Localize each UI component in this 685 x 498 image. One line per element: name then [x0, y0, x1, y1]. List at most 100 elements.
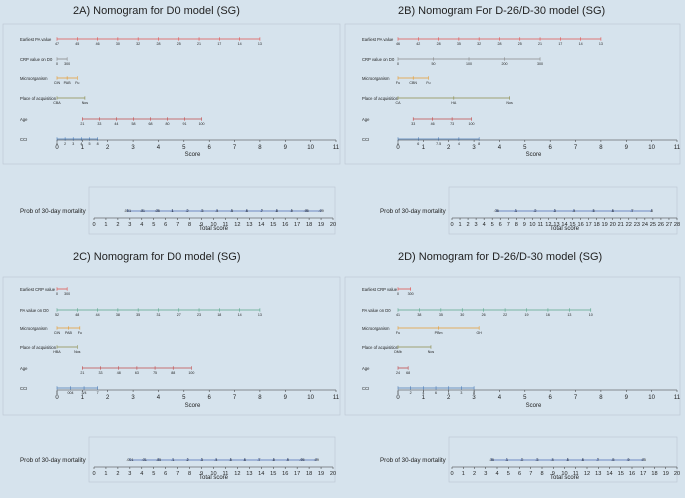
predictor-tick-label: CBN: [409, 81, 417, 85]
probability-tick-label: .6: [243, 458, 246, 462]
probability-tick-label: .1: [171, 458, 174, 462]
probability-label: Prob of 30-day mortality: [380, 208, 447, 215]
score-axis-tick-label: 2: [106, 395, 110, 401]
score-axis-tick-label: 10: [648, 145, 655, 151]
total-axis-tick-label: 16: [282, 222, 288, 228]
total-axis-tick-label: 25: [650, 222, 656, 228]
predictor-tick-label: 300: [408, 292, 414, 296]
total-axis-tick-label: 21: [618, 222, 624, 228]
probability-tick-label: .6: [245, 209, 248, 213]
score-axis-tick-label: 3: [131, 395, 135, 401]
score-axis-tick-label: 0: [55, 145, 59, 151]
score-axis-tick-label: 1: [422, 145, 426, 151]
total-axis-tick-label: 3: [475, 222, 478, 228]
score-axis-tick-label: 4: [157, 145, 161, 151]
predictor-tick-label: 47: [55, 42, 59, 46]
predictor-tick-label: 30: [116, 42, 120, 46]
score-axis-tick-label: 10: [307, 145, 314, 151]
total-axis-tick-label: 26: [658, 222, 664, 228]
total-axis-tick-label: 10: [529, 222, 535, 228]
score-axis-tick-label: 1: [81, 145, 85, 151]
predictor-tick-label: 27: [177, 313, 181, 317]
total-axis-tick-label: 10: [210, 471, 216, 477]
total-axis-tick-label: 8: [188, 471, 191, 477]
probability-tick-label: .01: [140, 209, 145, 213]
predictor-tick-label: Nos: [82, 101, 89, 105]
total-axis-tick-label: 15: [270, 471, 276, 477]
probability-tick-label: .95: [299, 458, 304, 462]
predictor-tick-label: 48: [117, 371, 121, 375]
predictor-tick-label: 13: [567, 313, 571, 317]
score-axis-tick-label: 6: [549, 395, 553, 401]
total-axis-tick-label: 18: [306, 471, 312, 477]
panel-title: 2B) Nomogram For D-26/D-30 model (SG): [398, 5, 605, 17]
predictor-tick-label: DMb: [394, 350, 402, 354]
predictor-tick-label: PAB: [64, 81, 72, 85]
predictor-tick-label: 28: [437, 42, 441, 46]
predictor-tick-label: 8: [473, 391, 475, 395]
panel-title: 2A) Nomogram for D0 model (SG): [73, 5, 240, 17]
predictor-tick-label: 3: [72, 142, 74, 146]
total-axis-tick-label: 7: [176, 471, 179, 477]
total-axis-tick-label: 20: [610, 222, 616, 228]
predictor-tick-label: 18: [217, 313, 221, 317]
total-axis-tick-label: 9: [200, 222, 203, 228]
total-axis-tick-label: 8: [515, 222, 518, 228]
predictor-row-5: Age 21 33 48 63 75 88 100: [20, 366, 194, 375]
predictor-tick-label: 100: [188, 371, 194, 375]
predictor-row-2: PA value on D0 41 38 35 30 26 22 19 16 13 10: [362, 308, 593, 317]
total-axis-title: Total score: [199, 475, 229, 481]
probability-tick-label: .99: [314, 458, 319, 462]
total-axis-tick-label: 0: [92, 471, 95, 477]
probability-tick-label: .4: [214, 458, 217, 462]
score-axis-tick-label: 8: [599, 395, 603, 401]
predictor-panel-frame: [344, 276, 681, 416]
predictor-tick-label: Fu: [396, 81, 400, 85]
score-axis-tick-label: 9: [625, 145, 629, 151]
total-axis-tick-label: 16: [282, 471, 288, 477]
total-axis-tick-label: 9: [200, 471, 203, 477]
predictor-tick-label: 28: [156, 42, 160, 46]
total-axis-tick-label: 12: [234, 222, 240, 228]
predictor-tick-label: 32: [477, 42, 481, 46]
score-axis-title: Score: [185, 403, 201, 409]
predictor-tick-label: 68: [148, 122, 152, 126]
score-axis-tick-label: 10: [307, 395, 314, 401]
predictor-tick-label: 68: [406, 371, 410, 375]
score-axis-tick-label: 9: [625, 395, 629, 401]
score-axis-tick-label: 7: [574, 145, 578, 151]
total-axis-tick-label: 0: [450, 471, 453, 477]
predictor-row-6: CCI 0 2 3 4 5 8: [20, 137, 99, 146]
total-axis-tick-label: 11: [223, 222, 229, 228]
total-axis-tick-label: 2: [116, 222, 119, 228]
predictor-tick-label: CIN: [54, 81, 61, 85]
predictor-tick-label: 16: [546, 313, 550, 317]
predictor-row-3: Microorganism Fu PBm GH: [362, 326, 482, 335]
total-axis-tick-label: 14: [258, 222, 264, 228]
predictor-tick-label: 25: [177, 42, 181, 46]
total-axis-tick-label: 19: [663, 471, 669, 477]
predictor-tick-label: 35: [457, 42, 461, 46]
predictor-tick-label: 33: [97, 122, 101, 126]
score-axis-tick-label: 1: [422, 395, 426, 401]
total-axis-tick-label: 6: [518, 471, 521, 477]
total-axis-tick-label: 0: [450, 222, 453, 228]
predictor-tick-label: 7: [97, 391, 99, 395]
probability-tick-label: .5: [592, 209, 595, 213]
predictor-tick-label: 13: [258, 313, 262, 317]
predictor-tick-label: 100: [469, 122, 475, 126]
predictor-tick-label: 41: [396, 313, 400, 317]
predictor-label: Microorganism: [20, 76, 48, 81]
score-axis-tick-label: 11: [333, 145, 340, 151]
predictor-tick-label: 35: [439, 313, 443, 317]
probability-tick-label: .7: [630, 209, 633, 213]
score-axis-tick-label: 10: [648, 395, 655, 401]
predictor-label: PA value on D0: [20, 308, 49, 313]
predictor-tick-label: 4: [458, 142, 460, 146]
predictor-tick-label: 4: [80, 142, 82, 146]
probability-tick-label: .05: [156, 458, 161, 462]
probability-tick-label: .7: [257, 458, 260, 462]
